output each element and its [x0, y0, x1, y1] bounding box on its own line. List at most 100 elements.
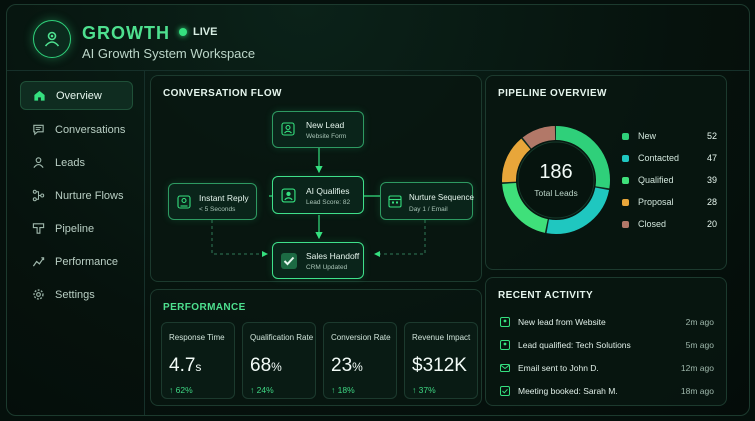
legend-swatch [622, 133, 629, 140]
sidebar-item-nurture-flows[interactable]: Nurture Flows [20, 181, 133, 210]
sidebar-item-overview[interactable]: Overview [20, 81, 133, 110]
legend-value: 20 [706, 219, 717, 229]
flow-node-sales-handoff[interactable]: Sales Handoff CRM Updated [272, 242, 364, 279]
legend-swatch [622, 221, 629, 228]
pipeline-legend-qualified: Qualified 39 [622, 175, 717, 187]
flow-node-new-lead[interactable]: New Lead Website Form [272, 111, 364, 148]
legend-label: New [638, 131, 657, 141]
workspace-subtitle: AI Growth System Workspace [82, 46, 256, 61]
flow-node-instant-reply[interactable]: Instant Reply < 5 Seconds [168, 183, 257, 220]
app-window: GROWTH LIVE AI Growth System Workspace O… [6, 4, 750, 416]
gear-icon [33, 289, 44, 300]
recent-activity-panel: RECENT ACTIVITY New lead from Website 2m… [485, 277, 727, 406]
pipeline-total-value: 186 [539, 161, 573, 183]
pipeline-donut-chart [502, 126, 610, 234]
sidebar-item-label: Performance [55, 255, 118, 268]
activity-time: 12m ago [680, 363, 714, 373]
live-dot-icon [179, 28, 187, 36]
metric-change: ↑ 18% [331, 385, 355, 395]
metric-change: ↑ 24% [250, 385, 274, 395]
reply-bot-icon [177, 195, 191, 209]
metric-label: Conversion Rate [331, 333, 391, 342]
sidebar-item-pipeline[interactable]: Pipeline [20, 214, 133, 243]
sidebar-item-label: Pipeline [55, 222, 95, 235]
ai-user-icon [281, 188, 296, 203]
recent-activity-title: RECENT ACTIVITY [498, 290, 594, 301]
flow-node-nurture-sequence[interactable]: Nurture Sequence Day 1 / Email [380, 182, 474, 220]
metric-card-conversion-rate: Conversion Rate 23% ↑ 18% [323, 322, 397, 399]
pipeline-legend-closed: Closed 20 [622, 219, 717, 231]
performance-title: PERFORMANCE [163, 302, 246, 313]
flow-node-subtitle: Day 1 / Email [409, 206, 448, 213]
activity-item[interactable]: Email sent to John D. 12m ago [500, 362, 714, 376]
flow-node-subtitle: Website Form [306, 133, 347, 140]
performance-panel: PERFORMANCE Response Time 4.7s ↑ 62% Qua… [150, 289, 482, 406]
sidebar-item-leads[interactable]: Leads [20, 148, 133, 177]
brand-name: GROWTH [82, 23, 170, 43]
legend-swatch [622, 199, 629, 206]
conversation-flow-title: CONVERSATION FLOW [163, 88, 282, 99]
flow-node-title: Sales Handoff [306, 251, 360, 261]
legend-label: Closed [638, 219, 667, 229]
flow-node-subtitle: < 5 Seconds [199, 206, 236, 213]
metric-label: Revenue Impact [412, 333, 471, 342]
flow-node-ai-qualifies[interactable]: AI Qualifies Lead Score: 82 [272, 176, 364, 214]
user-icon [281, 122, 295, 136]
legend-value: 28 [706, 197, 717, 207]
home-icon [34, 90, 45, 101]
donut-segment-new [502, 126, 610, 234]
flow-node-subtitle: CRM Updated [306, 264, 348, 271]
flow-node-title: Nurture Sequence [409, 193, 474, 202]
metric-value: 23% [331, 355, 363, 376]
activity-text: Meeting booked: Sarah M. [518, 386, 618, 396]
activity-time: 5m ago [685, 340, 714, 350]
activity-time: 2m ago [685, 317, 714, 327]
activity-time: 18m ago [680, 386, 714, 396]
activity-item[interactable]: Lead qualified: Tech Solutions 5m ago [500, 339, 714, 353]
activity-item[interactable]: New lead from Website 2m ago [500, 316, 714, 330]
flow-node-subtitle: Lead Score: 82 [306, 199, 351, 206]
checkmark-icon [281, 253, 297, 269]
activity-text: Email sent to John D. [518, 363, 599, 373]
funnel-icon [32, 223, 45, 234]
activity-icon [500, 340, 510, 350]
flow-node-title: New Lead [306, 120, 345, 130]
sidebar: Overview Conversations Leads Nurture Flo… [7, 71, 145, 415]
legend-swatch [622, 177, 629, 184]
chart-icon [32, 257, 45, 267]
metric-label: Qualification Rate [250, 333, 314, 342]
legend-value: 39 [706, 175, 717, 185]
conversation-flow-panel: CONVERSATION FLOW New Lead Website Form … [150, 75, 482, 282]
donut-segment-contacted [502, 126, 610, 234]
sidebar-item-performance[interactable]: Performance [20, 247, 133, 276]
metric-value: 4.7s [169, 355, 202, 376]
metric-card-response-time: Response Time 4.7s ↑ 62% [161, 322, 235, 399]
pipeline-overview-panel: PIPELINE OVERVIEW 186 Total Leads New 52… [485, 75, 727, 270]
pipeline-total-label: Total Leads [534, 188, 578, 198]
legend-label: Qualified [638, 175, 674, 185]
sidebar-item-settings[interactable]: Settings [20, 280, 133, 309]
activity-item[interactable]: Meeting booked: Sarah M. 18m ago [500, 385, 714, 399]
users-icon [33, 157, 44, 168]
legend-value: 52 [706, 131, 717, 141]
chat-icon [33, 124, 44, 136]
metric-change: ↑ 62% [169, 385, 193, 395]
flow-node-title: AI Qualifies [306, 186, 350, 196]
sidebar-item-conversations[interactable]: Conversations [20, 115, 133, 144]
pipeline-legend-new: New 52 [622, 131, 717, 143]
activity-text: Lead qualified: Tech Solutions [518, 340, 631, 350]
legend-swatch [622, 155, 629, 162]
legend-value: 47 [706, 153, 717, 163]
calendar-icon [388, 195, 402, 208]
live-status-badge: LIVE [179, 26, 217, 38]
flow-node-title: Instant Reply [199, 193, 249, 203]
metric-change: ↑ 37% [412, 385, 436, 395]
brand-logo-icon [33, 20, 71, 58]
flow-icon [32, 189, 45, 202]
legend-label: Proposal [638, 197, 674, 207]
legend-label: Contacted [638, 153, 680, 163]
metric-label: Response Time [169, 333, 225, 342]
activity-icon [500, 317, 510, 327]
sidebar-item-label: Nurture Flows [55, 189, 124, 202]
activity-text: New lead from Website [518, 317, 606, 327]
